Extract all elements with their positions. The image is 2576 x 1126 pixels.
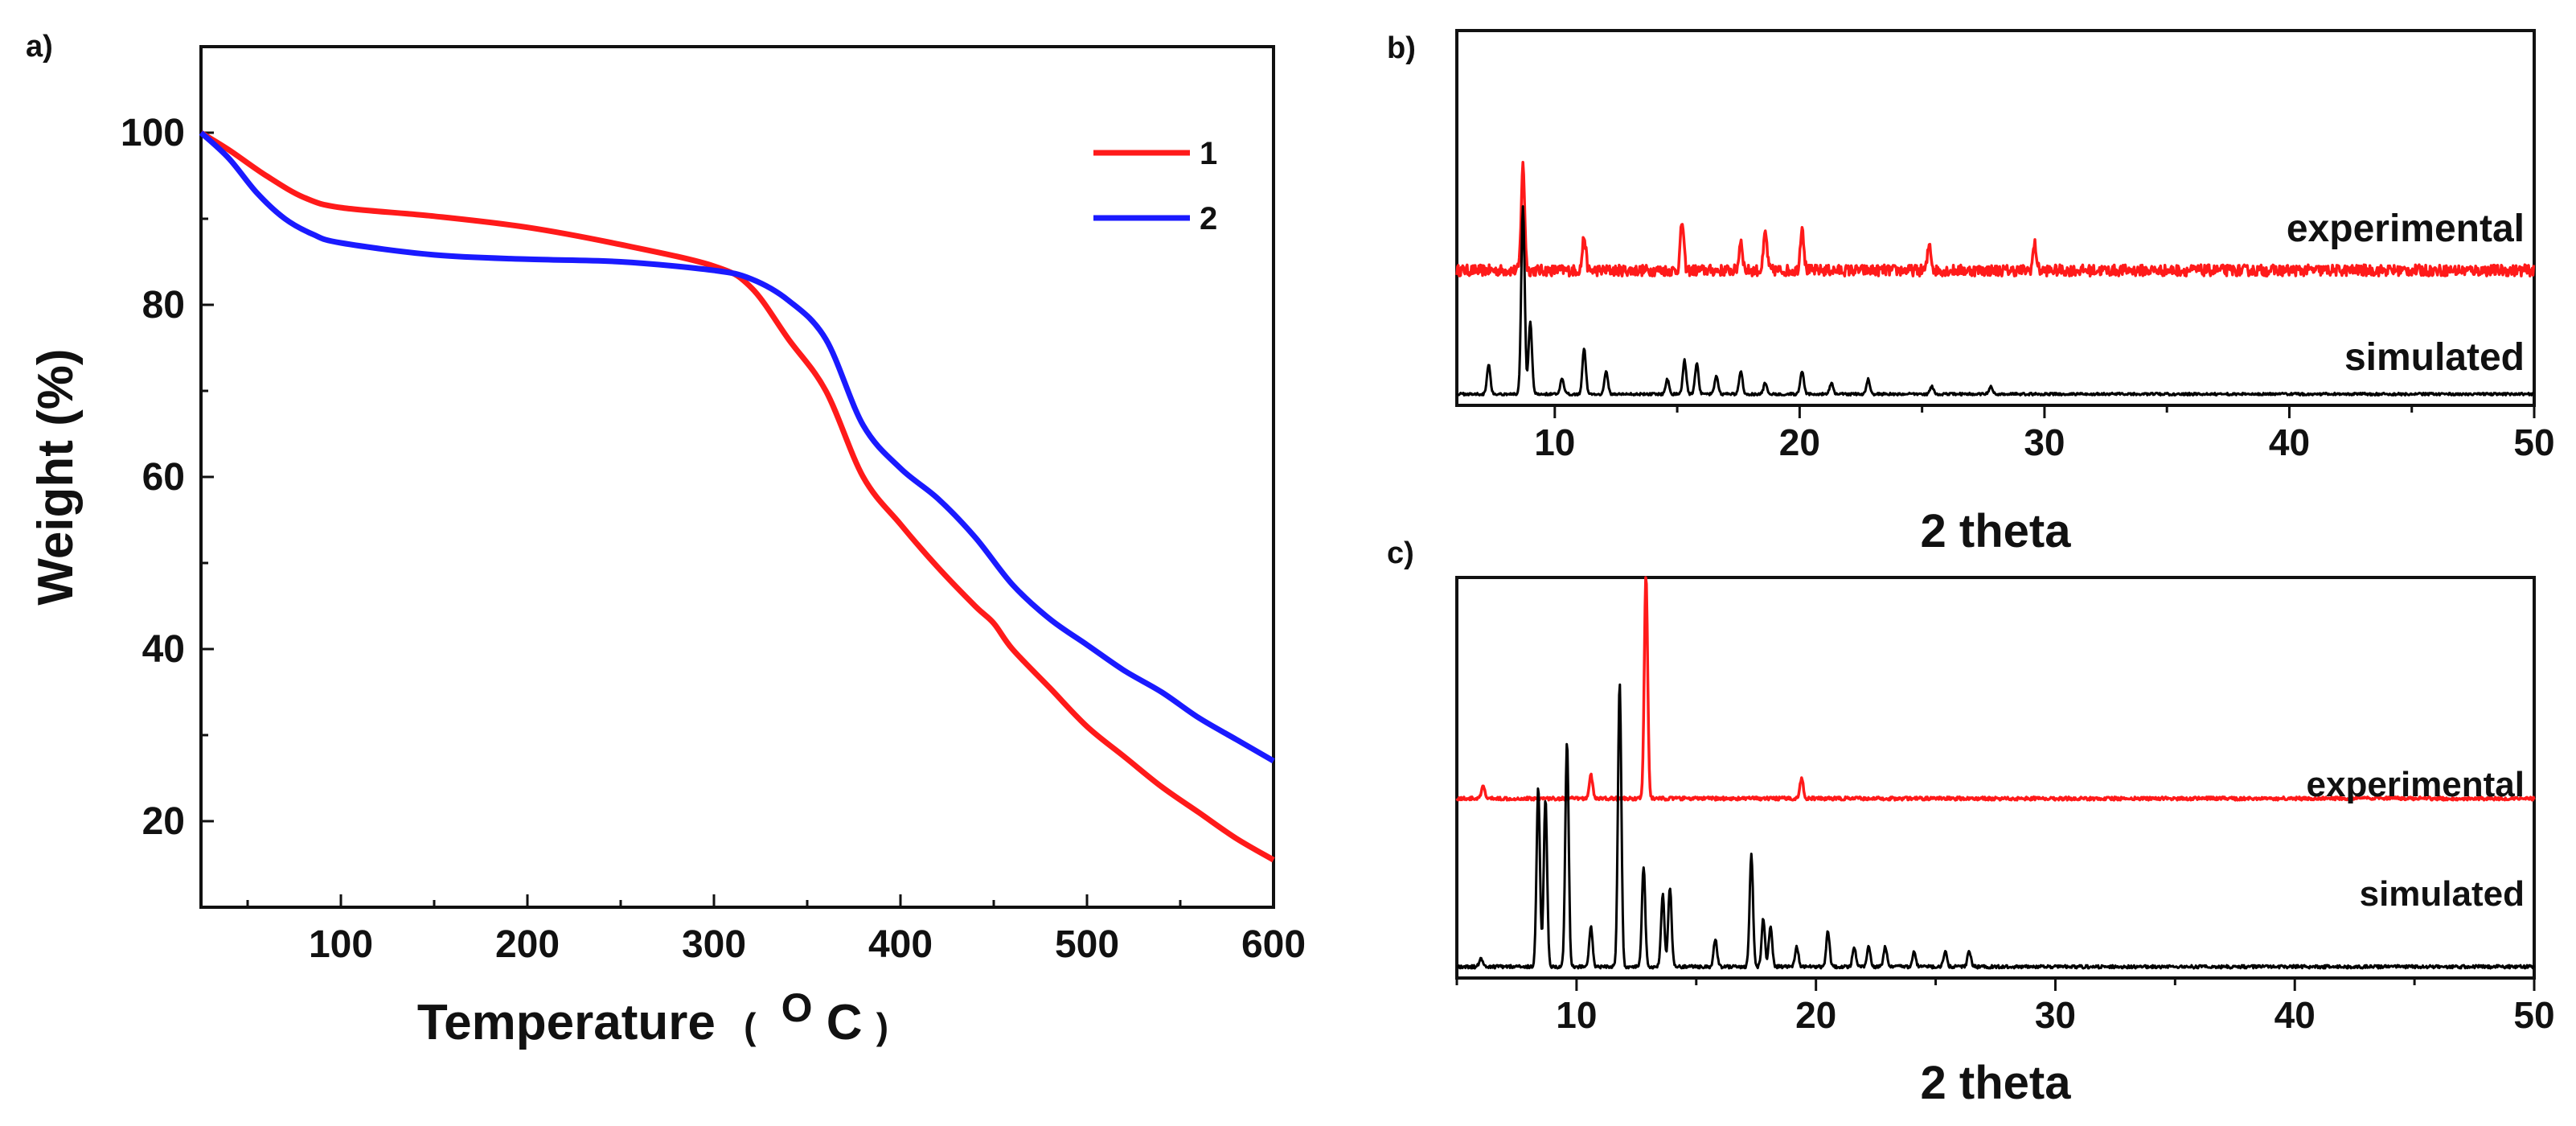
panel-a-xtick-label: 100: [309, 923, 373, 966]
panel-a-ticks: 100 200 300 400 500 600 20 40 60 80 100: [121, 112, 1306, 966]
panel-b-frame: [1455, 29, 2536, 407]
panel-b-xtick-label: 30: [2024, 421, 2065, 463]
panel-b-xlabel: 2 theta: [1921, 505, 2072, 557]
panel-a-xtick-label: 600: [1241, 923, 1306, 966]
panel-a-xlabel-degree: O: [781, 985, 813, 1030]
panel-a: 100 200 300 400 500 600 20 40 60 80 100 Weight (%)…: [28, 45, 1306, 1050]
panel-a-xtick-label: 200: [495, 923, 560, 966]
panel-b-xtick-label: 20: [1779, 421, 1820, 463]
series-2-line: [199, 130, 1275, 764]
panel-c-lines: [1455, 576, 2536, 970]
panel-a-ytick-label: 100: [121, 112, 185, 154]
panel-c-label-experimental: experimental: [2307, 765, 2525, 804]
panel-c-label: c): [1387, 536, 1414, 570]
panel-b-xtick-label: 50: [2513, 421, 2554, 463]
legend-label-2: 2: [1200, 201, 1217, 236]
panel-a-ytick-label: 60: [142, 456, 185, 499]
panel-c-xlabel: 2 theta: [1921, 1057, 2072, 1109]
panel-c-xtick-label: 40: [2275, 994, 2316, 1036]
panel-a-xtick-label: 300: [682, 923, 746, 966]
panel-b-xtick-label: 10: [1534, 421, 1575, 463]
panel-a-ylabel: Weight (%): [28, 348, 84, 605]
panel-a-ytick-label: 80: [142, 284, 185, 327]
panel-c-xtick-label: 10: [1556, 994, 1597, 1036]
panel-c-simulated-line: [1456, 683, 2536, 970]
panel-c: 10 20 30 40 50 experimental simulated 2 thet…: [1455, 576, 2555, 1109]
panel-c-label-simulated: simulated: [2360, 874, 2525, 914]
panel-a-lines: [199, 130, 1275, 863]
panel-b-simulated-line: [1456, 205, 2535, 397]
panel-c-experimental-line: [1455, 576, 2536, 802]
panel-a-xlabel-paren-close: ): [876, 1005, 888, 1047]
panel-a-ytick-label: 40: [142, 628, 185, 671]
panel-a-xlabel-paren-open: (: [744, 1005, 757, 1047]
panel-c-xtick-label: 20: [1795, 994, 1836, 1036]
panel-a-xtick-label: 400: [868, 923, 933, 966]
panel-a-xtick-label: 500: [1055, 923, 1119, 966]
panel-a-xlabel-unit: C: [827, 995, 863, 1050]
panel-c-xtick-label: 50: [2513, 994, 2554, 1036]
panel-b-label-experimental: experimental: [2287, 208, 2525, 250]
panel-b-lines: [1455, 160, 2536, 397]
panel-a-xlabel: Temperature ( O C ): [417, 977, 888, 1050]
panel-c-xtick-label: 30: [2035, 994, 2076, 1036]
legend-label-1: 1: [1200, 136, 1217, 171]
panel-a-frame: [199, 45, 1275, 909]
series-1-line: [199, 130, 1275, 863]
panel-b-label: b): [1387, 31, 1416, 65]
panel-b-ticks: 10 20 30 40 50: [1534, 405, 2555, 463]
panel-b-label-simulated: simulated: [2344, 336, 2525, 379]
panel-b-experimental-line: [1455, 160, 2536, 277]
panel-b: 10 20 30 40 50 experimental simulated 2 thet…: [1455, 29, 2555, 557]
panel-a-label: a): [26, 30, 53, 64]
panel-c-ticks: 10 20 30 40 50: [1455, 978, 2555, 1036]
panel-a-xlabel-text: Temperature: [417, 995, 716, 1050]
panel-b-xtick-label: 40: [2269, 421, 2310, 463]
panel-a-ytick-label: 20: [142, 800, 185, 843]
panel-c-frame: [1455, 576, 2536, 980]
